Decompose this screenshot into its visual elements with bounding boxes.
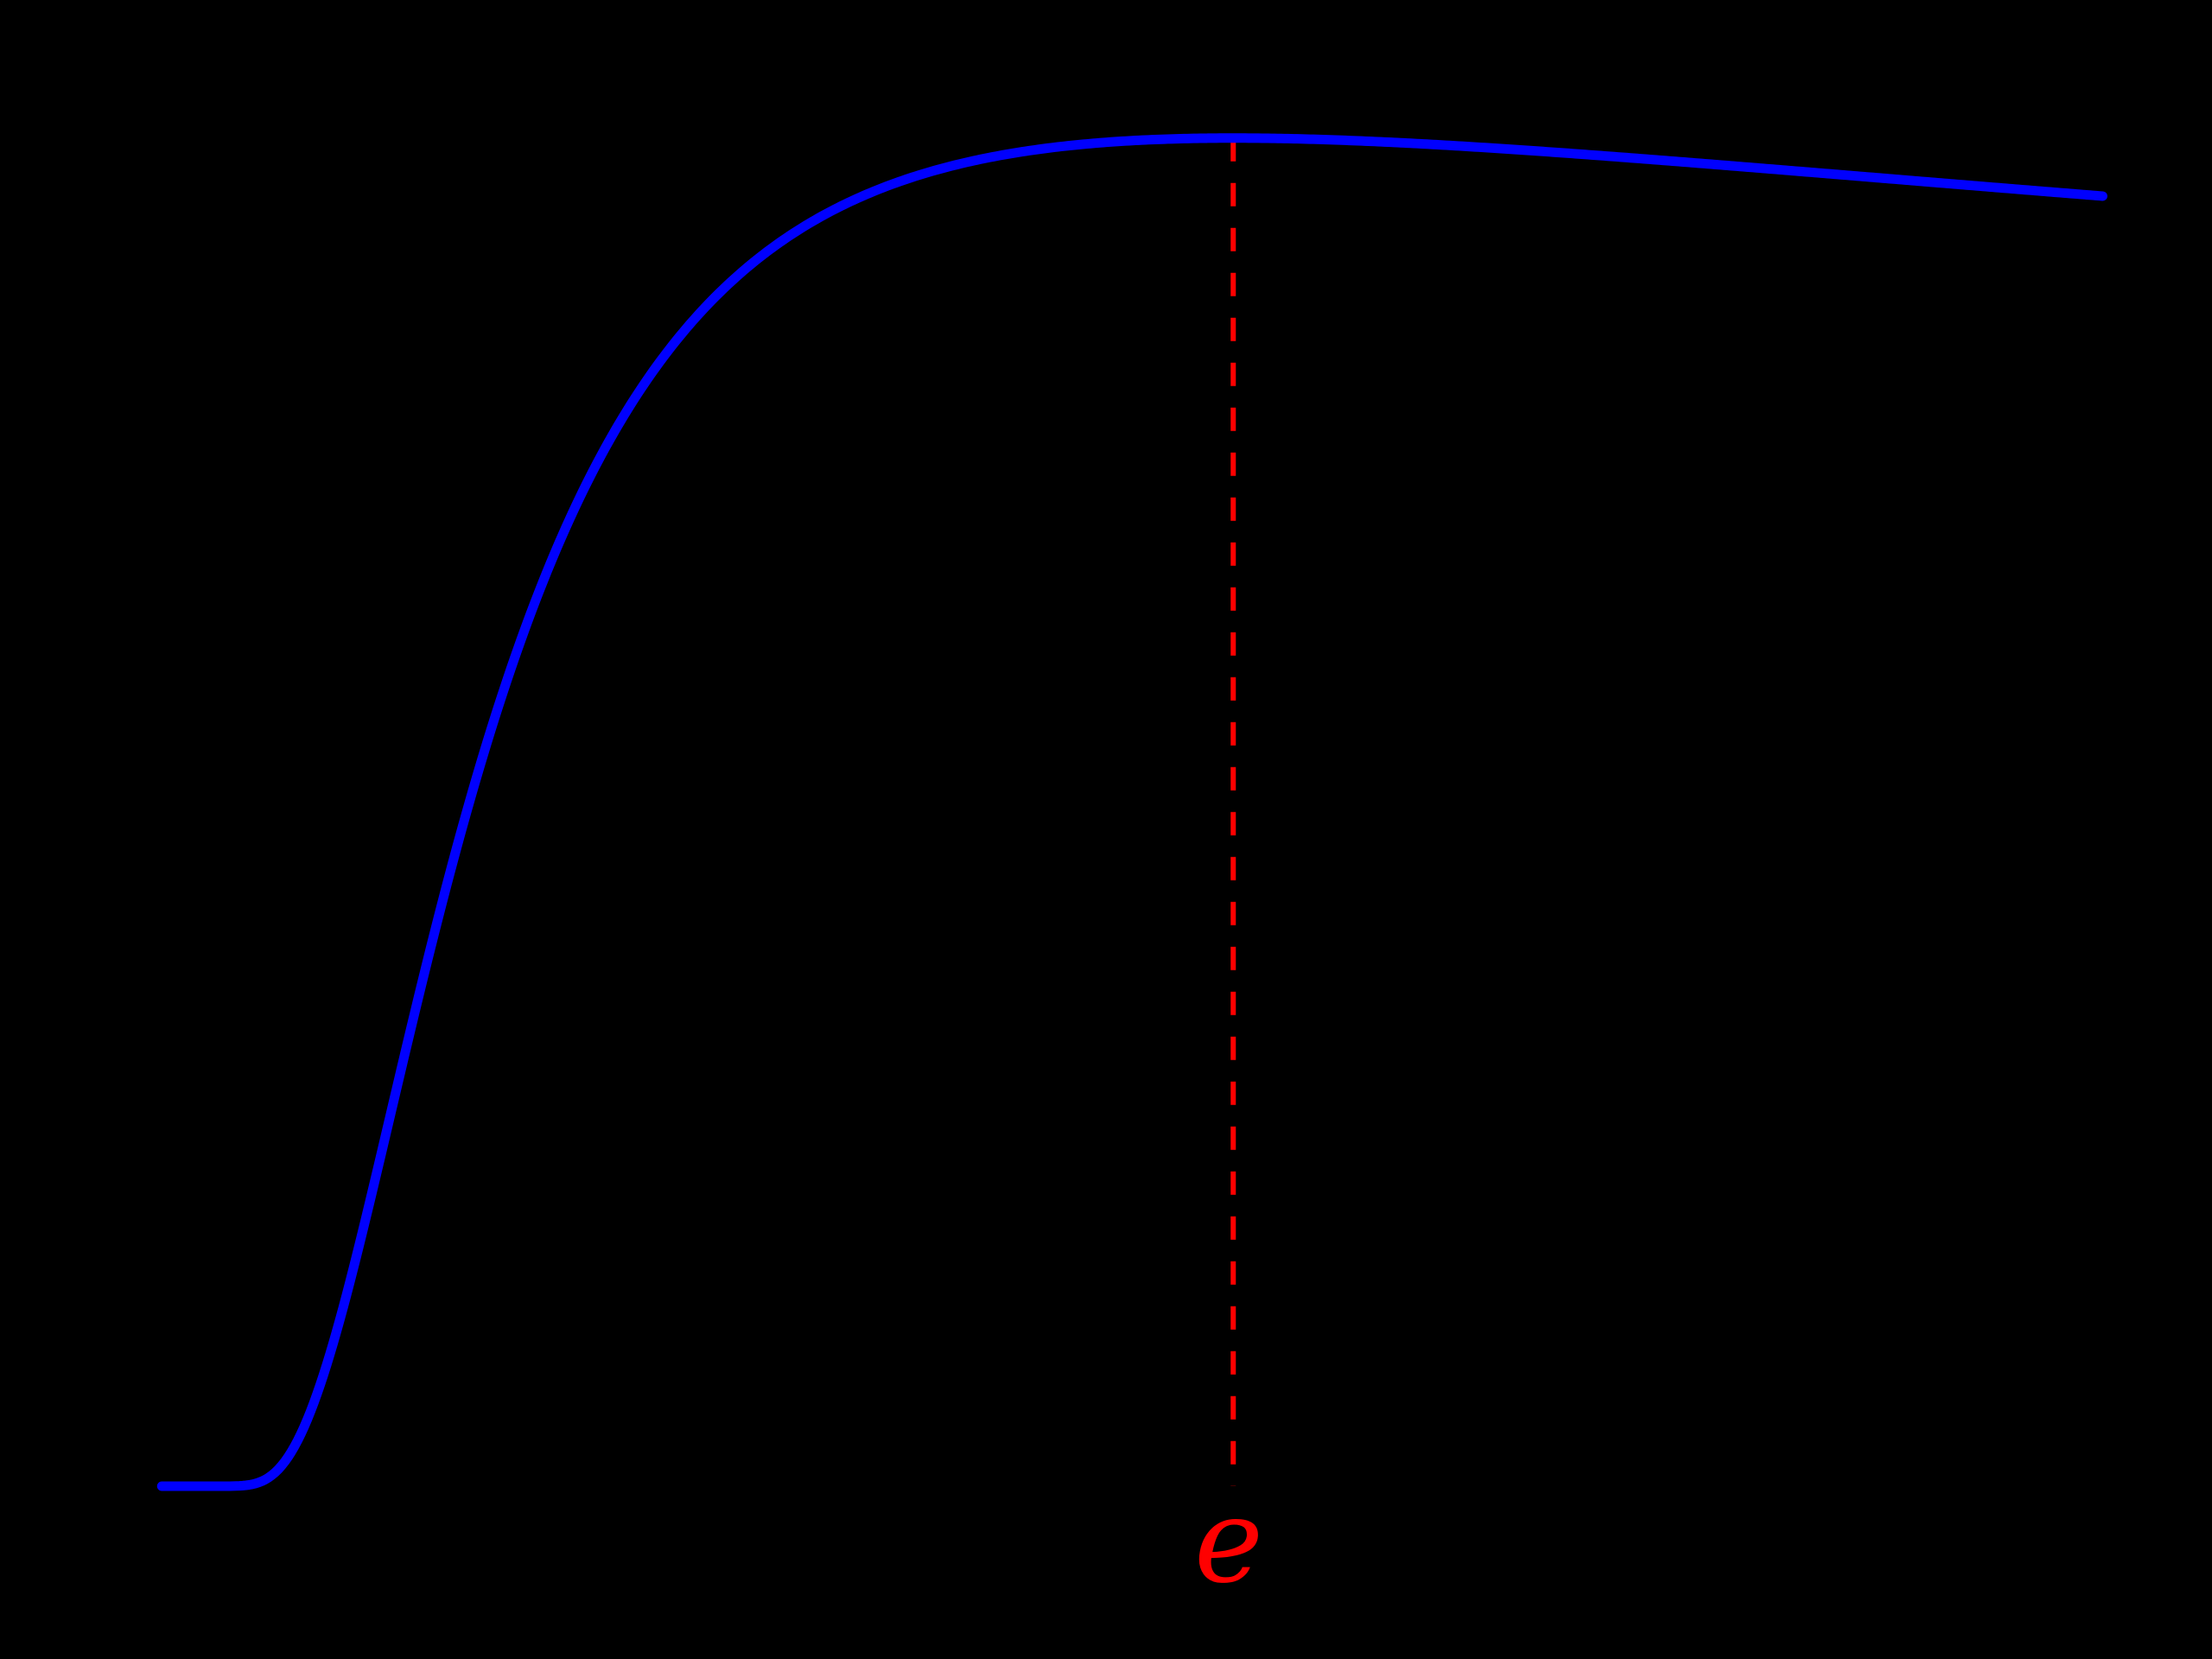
function-curve (156, 133, 2107, 1491)
e-label: e (1194, 1473, 1263, 1609)
